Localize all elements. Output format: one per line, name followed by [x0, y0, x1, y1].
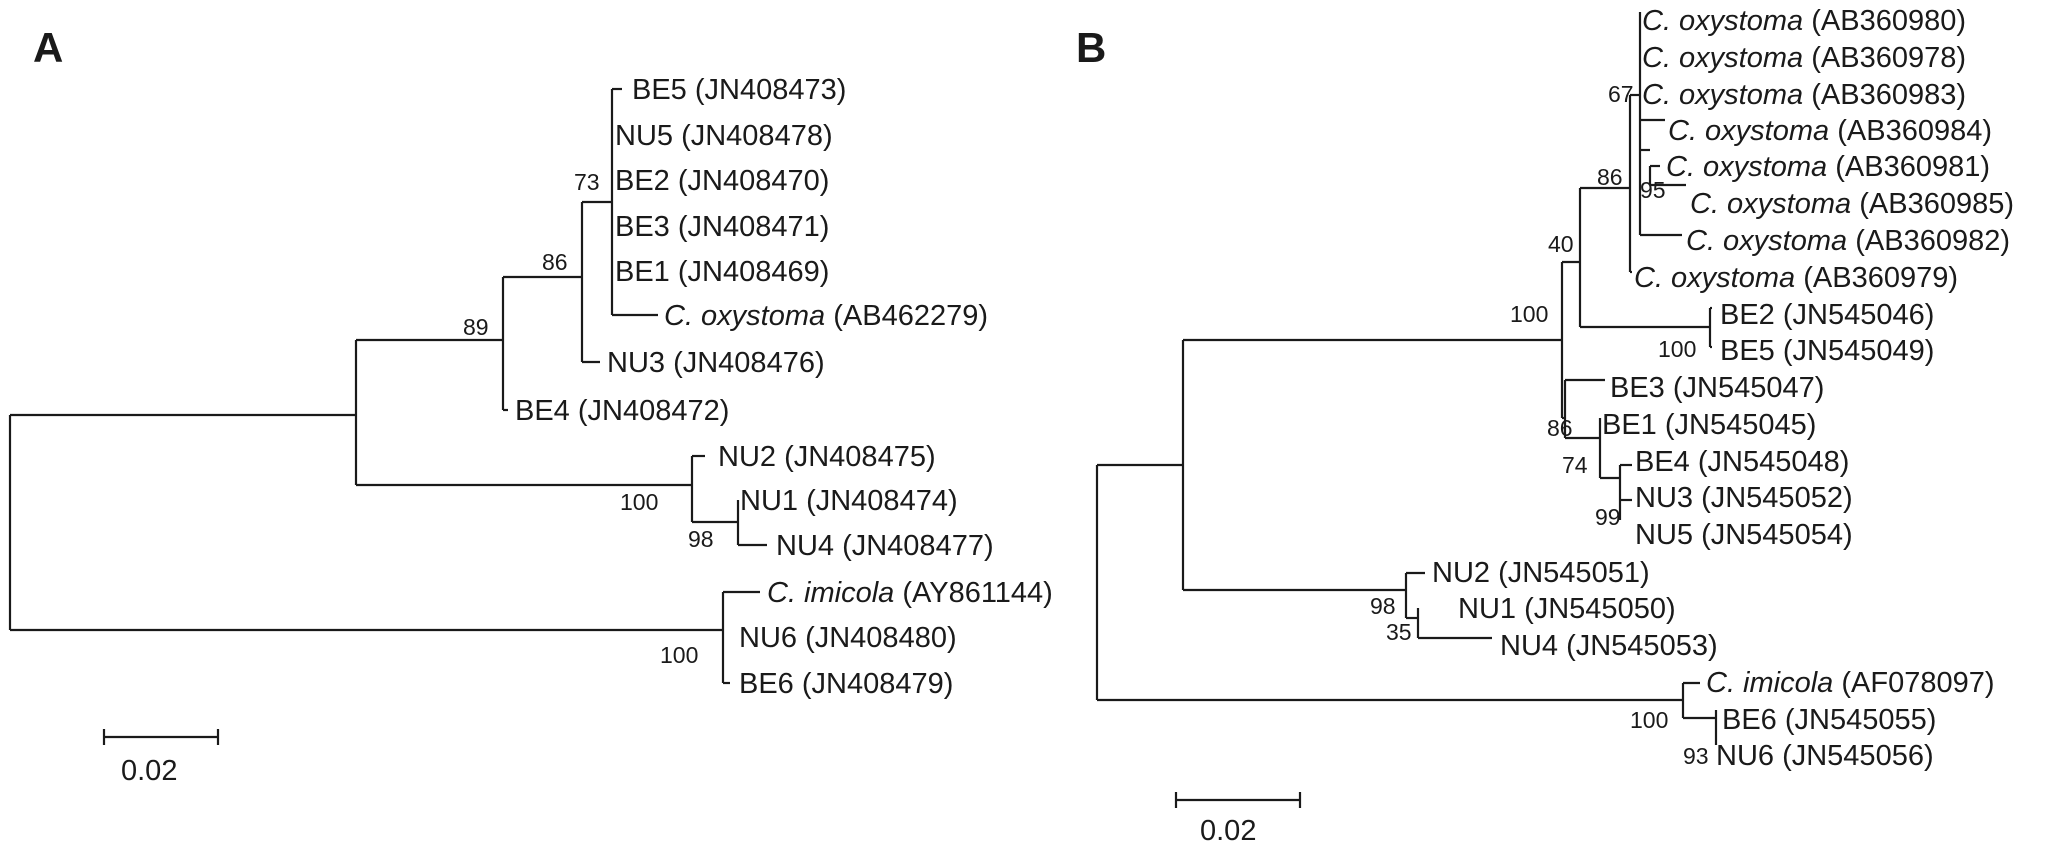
leaf-label: C. imicola (AY861144): [767, 577, 1053, 609]
tree-panel-b: B: [1076, 5, 2014, 847]
support-value: 100: [1658, 336, 1696, 362]
leaf-label: NU1 (JN408474): [740, 485, 958, 517]
panel-label-a: A: [33, 24, 63, 71]
leaf-label: C. oxystoma (AB360982): [1686, 225, 2010, 257]
support-value: 98: [1370, 593, 1396, 619]
leaf-label: C. oxystoma (AB360980): [1642, 5, 1966, 37]
leaf-label: NU2 (JN408475): [718, 441, 936, 473]
leaf-label: C. oxystoma (AB360981): [1666, 151, 1990, 183]
tree-panel-a: A: [8, 24, 1053, 787]
leaf-label: BE3 (JN545047): [1610, 372, 1824, 404]
support-value: 98: [688, 526, 714, 552]
leaf-label: BE6 (JN408479): [739, 668, 953, 700]
tree-a-branches: [8, 87, 767, 685]
leaf-label: C. oxystoma (AB360978): [1642, 42, 1966, 74]
leaf-label: NU5 (JN408478): [615, 120, 833, 152]
leaf-label: NU3 (JN408476): [607, 347, 825, 379]
leaf-label: C. oxystoma (AB360985): [1690, 188, 2014, 220]
leaf-label: NU4 (JN408477): [776, 530, 994, 562]
scale-bar-a: 0.02: [102, 729, 220, 787]
support-value: 86: [1597, 164, 1623, 190]
leaf-label: BE2 (JN545046): [1720, 299, 1934, 331]
support-value: 67: [1608, 81, 1634, 107]
support-value: 86: [542, 249, 568, 275]
leaf-label: NU2 (JN545051): [1432, 557, 1650, 589]
support-value: 100: [1510, 301, 1548, 327]
leaf-label: NU1 (JN545050): [1458, 593, 1676, 625]
support-value: 35: [1386, 619, 1412, 645]
scale-bar-label: 0.02: [121, 755, 177, 787]
tree-a-support-values: 89 86 73 100 98 100: [463, 169, 714, 668]
leaf-label: NU3 (JN545052): [1635, 482, 1853, 514]
support-value: 100: [660, 642, 698, 668]
support-value: 86: [1547, 415, 1573, 441]
leaf-label: NU6 (JN545056): [1716, 740, 1934, 772]
support-value: 89: [463, 314, 489, 340]
tree-b-support-values: 67 86 95 40 100 100 86 74 99 98 35 100 9…: [1370, 81, 1709, 769]
leaf-label: NU4 (JN545053): [1500, 630, 1718, 662]
panel-label-b: B: [1076, 24, 1106, 71]
leaf-label: BE1 (JN545045): [1602, 409, 1816, 441]
tree-b-branches: [1095, 12, 1718, 745]
support-value: 40: [1548, 231, 1574, 257]
leaf-label: C. oxystoma (AB462279): [664, 300, 988, 332]
leaf-label: C. imicola (AF078097): [1706, 667, 1995, 699]
leaf-label: C. oxystoma (AB360979): [1634, 262, 1958, 294]
leaf-label: BE5 (JN545049): [1720, 335, 1934, 367]
leaf-label: NU6 (JN408480): [739, 622, 957, 654]
scale-bar-label: 0.02: [1200, 815, 1256, 847]
leaf-label: C. oxystoma (AB360983): [1642, 79, 1966, 111]
support-value: 93: [1683, 743, 1709, 769]
support-value: 99: [1595, 504, 1621, 530]
tree-a-leaf-labels: BE5 (JN408473) NU5 (JN408478) BE2 (JN408…: [515, 74, 1053, 700]
leaf-label: BE1 (JN408469): [615, 256, 829, 288]
support-value: 74: [1562, 452, 1588, 478]
leaf-label: BE6 (JN545055): [1722, 704, 1936, 736]
leaf-label: C. oxystoma (AB360984): [1668, 115, 1992, 147]
leaf-label: BE2 (JN408470): [615, 165, 829, 197]
leaf-label: NU5 (JN545054): [1635, 519, 1853, 551]
leaf-label: BE4 (JN545048): [1635, 446, 1849, 478]
leaf-label: BE3 (JN408471): [615, 211, 829, 243]
tree-b-leaf-labels: C. oxystoma (AB360980) C. oxystoma (AB36…: [1432, 5, 2014, 772]
leaf-label: BE4 (JN408472): [515, 395, 729, 427]
support-value: 100: [620, 489, 658, 515]
support-value: 95: [1640, 177, 1666, 203]
support-value: 73: [574, 169, 600, 195]
support-value: 100: [1630, 707, 1668, 733]
leaf-label: BE5 (JN408473): [632, 74, 846, 106]
scale-bar-b: 0.02: [1174, 792, 1302, 847]
